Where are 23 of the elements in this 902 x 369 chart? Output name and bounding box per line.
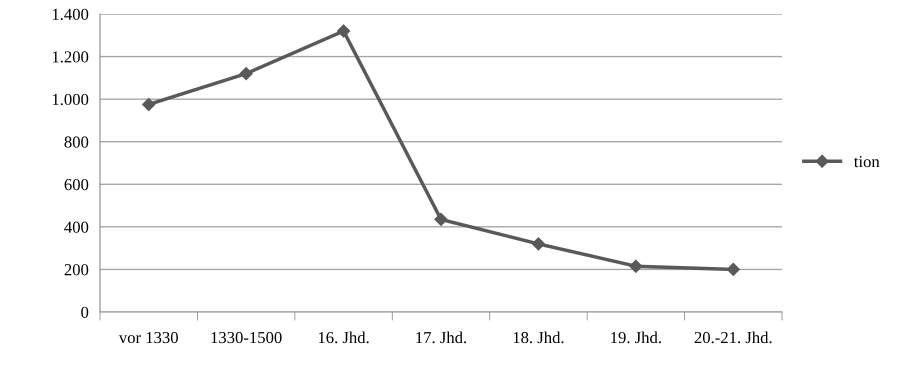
- legend-label: tion: [854, 156, 880, 168]
- y-tick-label: 1.200: [52, 51, 88, 63]
- y-tick-label: 600: [64, 178, 88, 190]
- point: [434, 212, 448, 226]
- x-tick-label: 1330-1500: [212, 332, 282, 344]
- x-tick-label: 18. Jhd.: [514, 331, 564, 344]
- x-tick-label: 20.-21. Jhd.: [694, 331, 772, 344]
- y-tick-label: 800: [64, 136, 88, 148]
- y-tick-label: 1.000: [52, 94, 88, 106]
- y-tick-label: 0: [81, 306, 88, 318]
- x-tick-label: 16. Jhd.: [318, 331, 369, 344]
- point: [142, 98, 156, 112]
- point: [336, 24, 350, 38]
- y-tick-label: 200: [64, 264, 88, 276]
- x-tick-label: 19. Jhd.: [611, 331, 661, 344]
- point: [532, 237, 546, 250]
- x-tick-label: 17. Jhd.: [416, 331, 466, 344]
- point: [726, 262, 740, 276]
- point: [240, 67, 253, 80]
- x-tick-label: vor 1330: [118, 332, 178, 344]
- y-tick-label: 1.400: [52, 8, 88, 20]
- y-tick-label: 400: [64, 222, 88, 233]
- point: [629, 260, 642, 273]
